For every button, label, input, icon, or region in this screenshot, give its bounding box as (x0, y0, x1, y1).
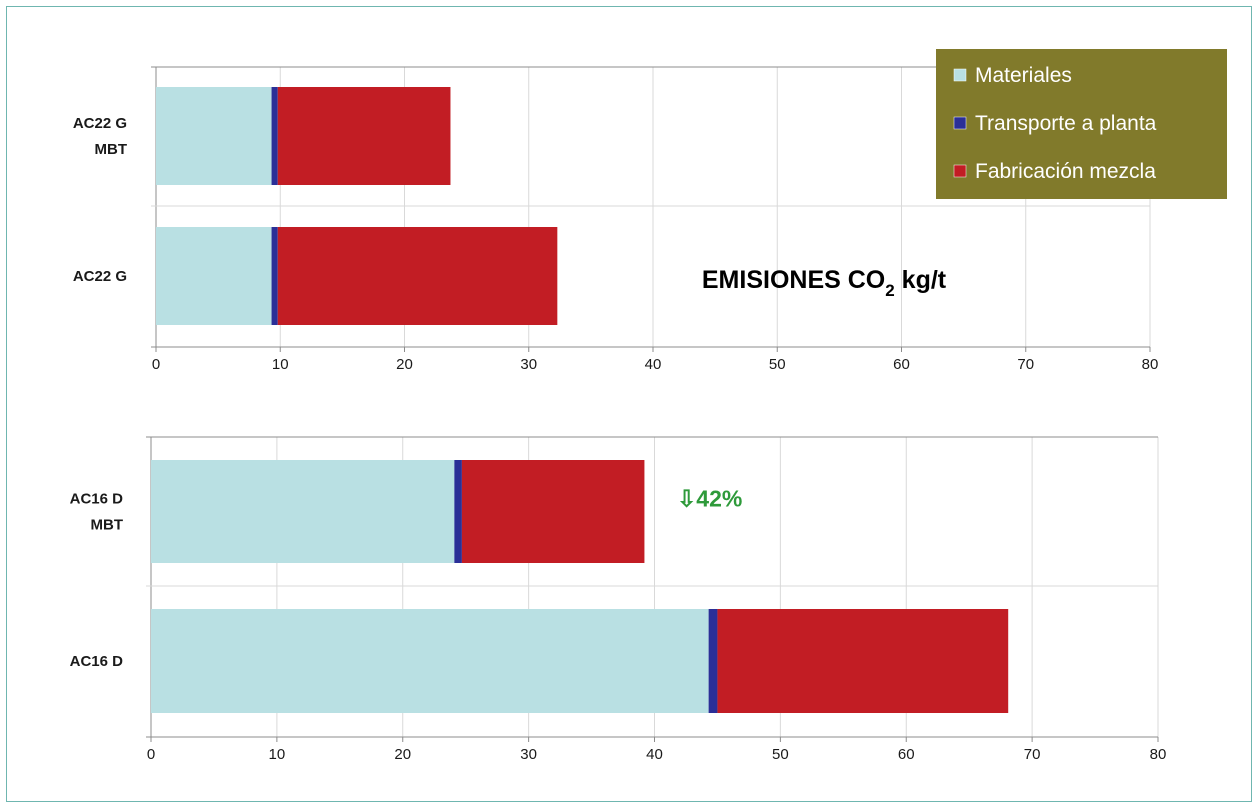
legend-label: Materiales (975, 64, 1072, 87)
bar-transporte (708, 609, 718, 713)
x-tick-label: 50 (769, 356, 786, 373)
chart-title-main: EMISIONES CO (702, 266, 885, 294)
legend-label: Transporte a planta (975, 112, 1157, 135)
bar-materiales (151, 460, 455, 563)
category-label: AC16 D (70, 491, 124, 508)
chart-title-unit: kg/t (895, 266, 947, 294)
legend-box (936, 49, 1227, 199)
x-tick-label: 10 (269, 746, 286, 763)
category-label: MBT (91, 517, 124, 534)
x-tick-label: 80 (1150, 746, 1167, 763)
x-tick-label: 70 (1017, 356, 1034, 373)
bar-fabricacion (277, 227, 558, 325)
x-tick-label: 0 (147, 746, 155, 763)
x-tick-label: 20 (394, 746, 411, 763)
bar-fabricacion (717, 609, 1009, 713)
bar-fabricacion (461, 460, 645, 563)
bar-materiales (151, 609, 709, 713)
category-label: AC16 D (70, 653, 124, 670)
x-tick-label: 50 (772, 746, 789, 763)
category-label: MBT (95, 141, 128, 158)
chart-title-subscript: 2 (885, 281, 894, 300)
bar-materiales (156, 87, 272, 185)
x-tick-label: 20 (396, 356, 413, 373)
category-label: AC22 G (73, 268, 127, 285)
reduction-annotation: ⇩42% (677, 486, 742, 512)
bar-transporte (271, 227, 278, 325)
bar-transporte (271, 87, 278, 185)
bar-transporte (454, 460, 462, 563)
x-tick-label: 0 (152, 356, 160, 373)
x-tick-label: 30 (520, 746, 537, 763)
legend-swatch-materiales (953, 68, 967, 82)
x-tick-label: 40 (645, 356, 662, 373)
legend-label: Fabricación mezcla (975, 160, 1156, 183)
figure-frame: 0 10 20 30 40 50 60 70 80 AC22 G MBT AC22 G EMISIONE… (6, 6, 1252, 802)
bar-materiales (156, 227, 272, 325)
bar-fabricacion (277, 87, 451, 185)
legend-swatch-transporte (953, 116, 967, 130)
x-tick-label: 70 (1024, 746, 1041, 763)
x-tick-label: 40 (646, 746, 663, 763)
x-tick-label: 80 (1142, 356, 1159, 373)
category-label: AC22 G (73, 115, 127, 132)
legend-swatch-fabricacion (953, 164, 967, 178)
x-tick-label: 30 (520, 356, 537, 373)
x-tick-label: 10 (272, 356, 289, 373)
x-tick-label: 60 (893, 356, 910, 373)
x-tick-label: 60 (898, 746, 915, 763)
chart-title: EMISIONES CO2 kg/t (702, 266, 947, 300)
